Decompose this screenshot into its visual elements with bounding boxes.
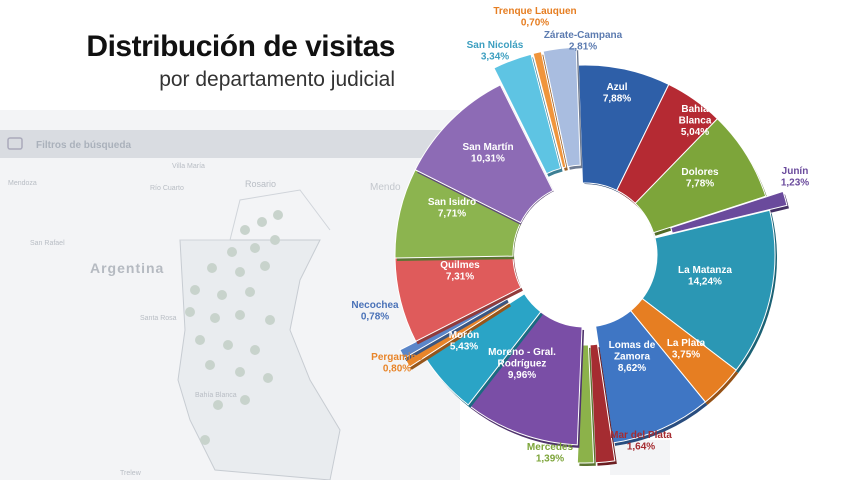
slice-san-martin [414,84,554,224]
slice-shadow-necochea [401,299,509,362]
slice-name-azul: Azul [606,82,627,93]
slice-name-necochea: Necochea [351,300,399,311]
slice-label-junin: Junín 1,23% [781,166,809,189]
map-place: Santa Rosa [140,315,177,322]
slice-label-san-nicolas: San Nicolás 3,34% [467,40,524,63]
slice-label-quilmes: Quilmes 7,31% [440,260,480,283]
slice-name-dolores: Dolores [681,167,719,178]
donut-hole [514,184,656,326]
slice-san-nicolas [493,53,562,175]
slice-value-quilmes: 7,31% [446,271,474,282]
map-place: Villa María [172,163,205,170]
slice-name-moreno-gral-rodriguez: Rodríguez [498,359,547,370]
slice-value-mercedes: 1,39% [536,453,564,464]
slice-shadow-pergamino [406,303,511,370]
slice-label-moreno-gral-rodriguez: Moreno - Gral. Rodríguez 9,96% [488,347,556,381]
slice-label-san-martin: San Martín 10,31% [462,142,513,165]
panel-label: Filtros de búsqueda [36,140,131,151]
slice-value-moreno-gral-rodriguez: 9,96% [508,370,536,381]
slice-value-trenque-lauquen: 0,70% [521,17,549,28]
map-place: Bahía Blanca [195,392,237,399]
slice-value-san-isidro: 7,71% [438,208,466,219]
slice-label-trenque-lauquen: Trenque Lauquen 0,70% [493,6,576,29]
slice-label-mar-del-plata: Mar del Plata 1,64% [610,430,672,453]
slice-value-azul: 7,88% [603,93,631,104]
slice-name-trenque-lauquen: Trenque Lauquen [493,6,576,17]
chart-subtitle: por departamento judicial [159,68,395,91]
slice-label-necochea: Necochea 0,78% [351,300,399,323]
slice-label-mercedes: Mercedes 1,39% [527,442,574,465]
map-markers [185,210,283,445]
slice-label-pergamino: Pergamino 0,80% [371,352,423,375]
slice-label-zarate-campana: Zárate-Campana 2,81% [544,30,623,53]
slice-value-zarate-campana: 2,81% [569,41,597,52]
slice-name-lomas-de-zamora: Lomas de [609,340,656,351]
slice-la-matanza [641,209,776,371]
slice-name-bahia-blanca: Blanca [679,116,712,127]
slice-junin [670,190,788,234]
slice-label-san-isidro: San Isidro 7,71% [428,197,476,220]
slice-value-mar-del-plata: 1,64% [627,441,655,452]
slice-value-san-martin: 10,31% [471,153,505,164]
slice-label-azul: Azul 7,88% [603,82,631,105]
slice-value-la-matanza: 14,24% [688,276,722,287]
partial-label: Mendo [370,182,401,193]
slice-name-la-matanza: La Matanza [678,265,732,276]
slice-value-pergamino: 0,80% [383,363,411,374]
slice-name-san-nicolas: San Nicolás [467,40,524,51]
donut-slices [394,46,789,466]
slice-zarate-campana [542,46,581,168]
map-place: Mendoza [8,180,37,187]
map-place: San Rafael [30,240,65,247]
slice-value-lomas-de-zamora: 8,62% [618,363,646,374]
map-place: Rosario [245,179,276,189]
slice-mar-del-plata [589,343,616,464]
slice-label-bahia-blanca: Bahía Blanca 5,04% [679,104,712,138]
slice-label-moron: Morón 5,43% [449,330,480,353]
slice-name-junin: Junín [782,166,809,177]
chart-title-block: Distribución de visitas por departamento… [86,30,395,94]
slice-name-moron: Morón [449,330,480,341]
slice-label-lomas-de-zamora: Lomas de Zamora 8,62% [609,340,656,374]
slice-name-moreno-gral-rodriguez: Moreno - Gral. [488,347,556,358]
panel-icon [7,137,23,150]
slice-name-lomas-de-zamora: Zamora [614,352,651,363]
slice-value-dolores: 7,78% [686,178,714,189]
slice-name-pergamino: Pergamino [371,352,423,363]
slice-value-san-nicolas: 3,34% [481,51,509,62]
slice-value-la-plata: 3,75% [672,349,700,360]
slice-name-la-plata: La Plata [667,338,706,349]
donut-labels: Azul 7,88% Bahía Blanca 5,04% Dolores 7,78% Jun… [351,6,809,465]
chart-title: Distribución de visitas [86,30,395,63]
slice-label-dolores: Dolores 7,78% [681,167,719,190]
slice-value-necochea: 0,78% [361,311,389,322]
slice-label-la-plata: La Plata 3,75% [667,338,706,361]
country-label: Argentina [90,260,164,276]
slice-name-bahia-blanca: Bahía [681,104,709,115]
slice-label-la-matanza: La Matanza 14,24% [678,265,732,288]
map-place: Trelew [120,470,142,477]
slice-name-san-isidro: San Isidro [428,197,476,208]
slice-name-mar-del-plata: Mar del Plata [610,430,672,441]
slice-value-moron: 5,43% [450,341,478,352]
slice-name-zarate-campana: Zárate-Campana [544,30,623,41]
slice-name-mercedes: Mercedes [527,442,574,453]
slice-name-san-martin: San Martín [462,142,513,153]
slice-trenque-lauquen [532,51,567,169]
slice-value-junin: 1,23% [781,177,809,188]
slice-name-quilmes: Quilmes [440,260,480,271]
map-place: Río Cuarto [150,185,184,192]
slice-value-bahia-blanca: 5,04% [681,127,709,138]
slice-dolores [634,118,767,234]
